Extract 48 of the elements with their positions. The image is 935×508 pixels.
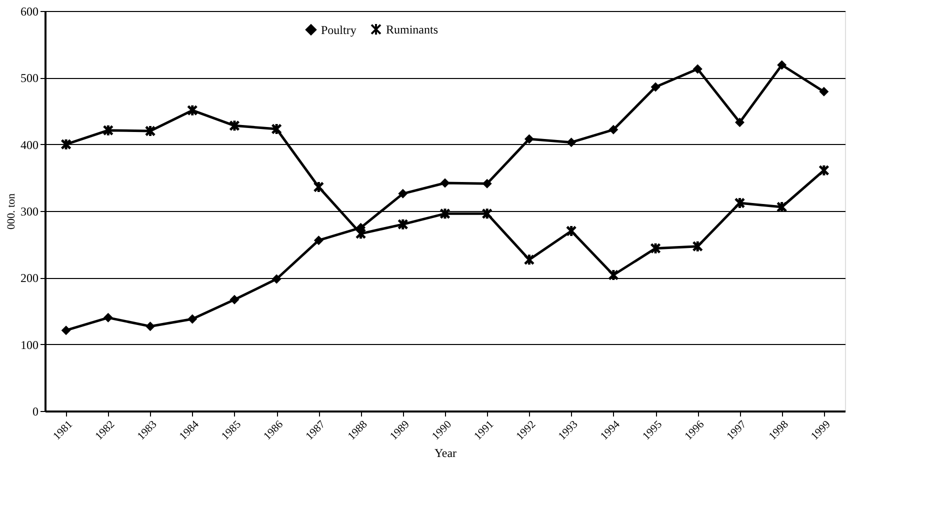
point: [482, 207, 493, 220]
point: [692, 240, 704, 253]
point: [734, 118, 744, 128]
point: [482, 178, 492, 188]
legend-label: Ruminants: [386, 22, 438, 36]
point: [777, 60, 787, 70]
y-tick-label: 300: [20, 204, 38, 218]
y-tick-label: 600: [20, 4, 38, 18]
x-axis-title: Year: [434, 446, 457, 460]
point: [355, 227, 366, 240]
y-tick-label: 200: [20, 271, 38, 286]
point: [60, 138, 72, 151]
point: [230, 294, 240, 304]
point: [440, 207, 450, 220]
point: [271, 122, 282, 136]
point: [524, 134, 534, 144]
y-tick-label: 100: [20, 338, 38, 352]
point: [566, 224, 577, 238]
point: [144, 124, 156, 138]
point: [102, 124, 114, 137]
point: [608, 124, 618, 134]
y-tick-label: 500: [20, 71, 38, 86]
point: [146, 322, 156, 332]
point: [272, 274, 282, 284]
point: [398, 188, 408, 198]
point: [440, 178, 450, 188]
point: [776, 200, 788, 214]
point: [186, 104, 198, 117]
point: [524, 253, 535, 266]
point: [314, 236, 324, 246]
y-tick-label: 0: [32, 404, 38, 418]
point: [608, 268, 619, 282]
point: [650, 242, 661, 255]
point: [61, 326, 71, 336]
point: [397, 218, 408, 231]
point: [103, 312, 113, 322]
y-tick-label: 400: [20, 138, 38, 152]
legend-label: Poultry: [321, 22, 356, 37]
point: [818, 164, 830, 177]
point: [229, 119, 240, 132]
point: [313, 180, 324, 194]
point: [692, 64, 702, 74]
y-axis-title: 000. ton: [6, 192, 18, 230]
point: [566, 138, 576, 148]
point: [650, 82, 660, 92]
point: [819, 86, 829, 96]
point: [188, 314, 198, 324]
point: [734, 196, 746, 210]
